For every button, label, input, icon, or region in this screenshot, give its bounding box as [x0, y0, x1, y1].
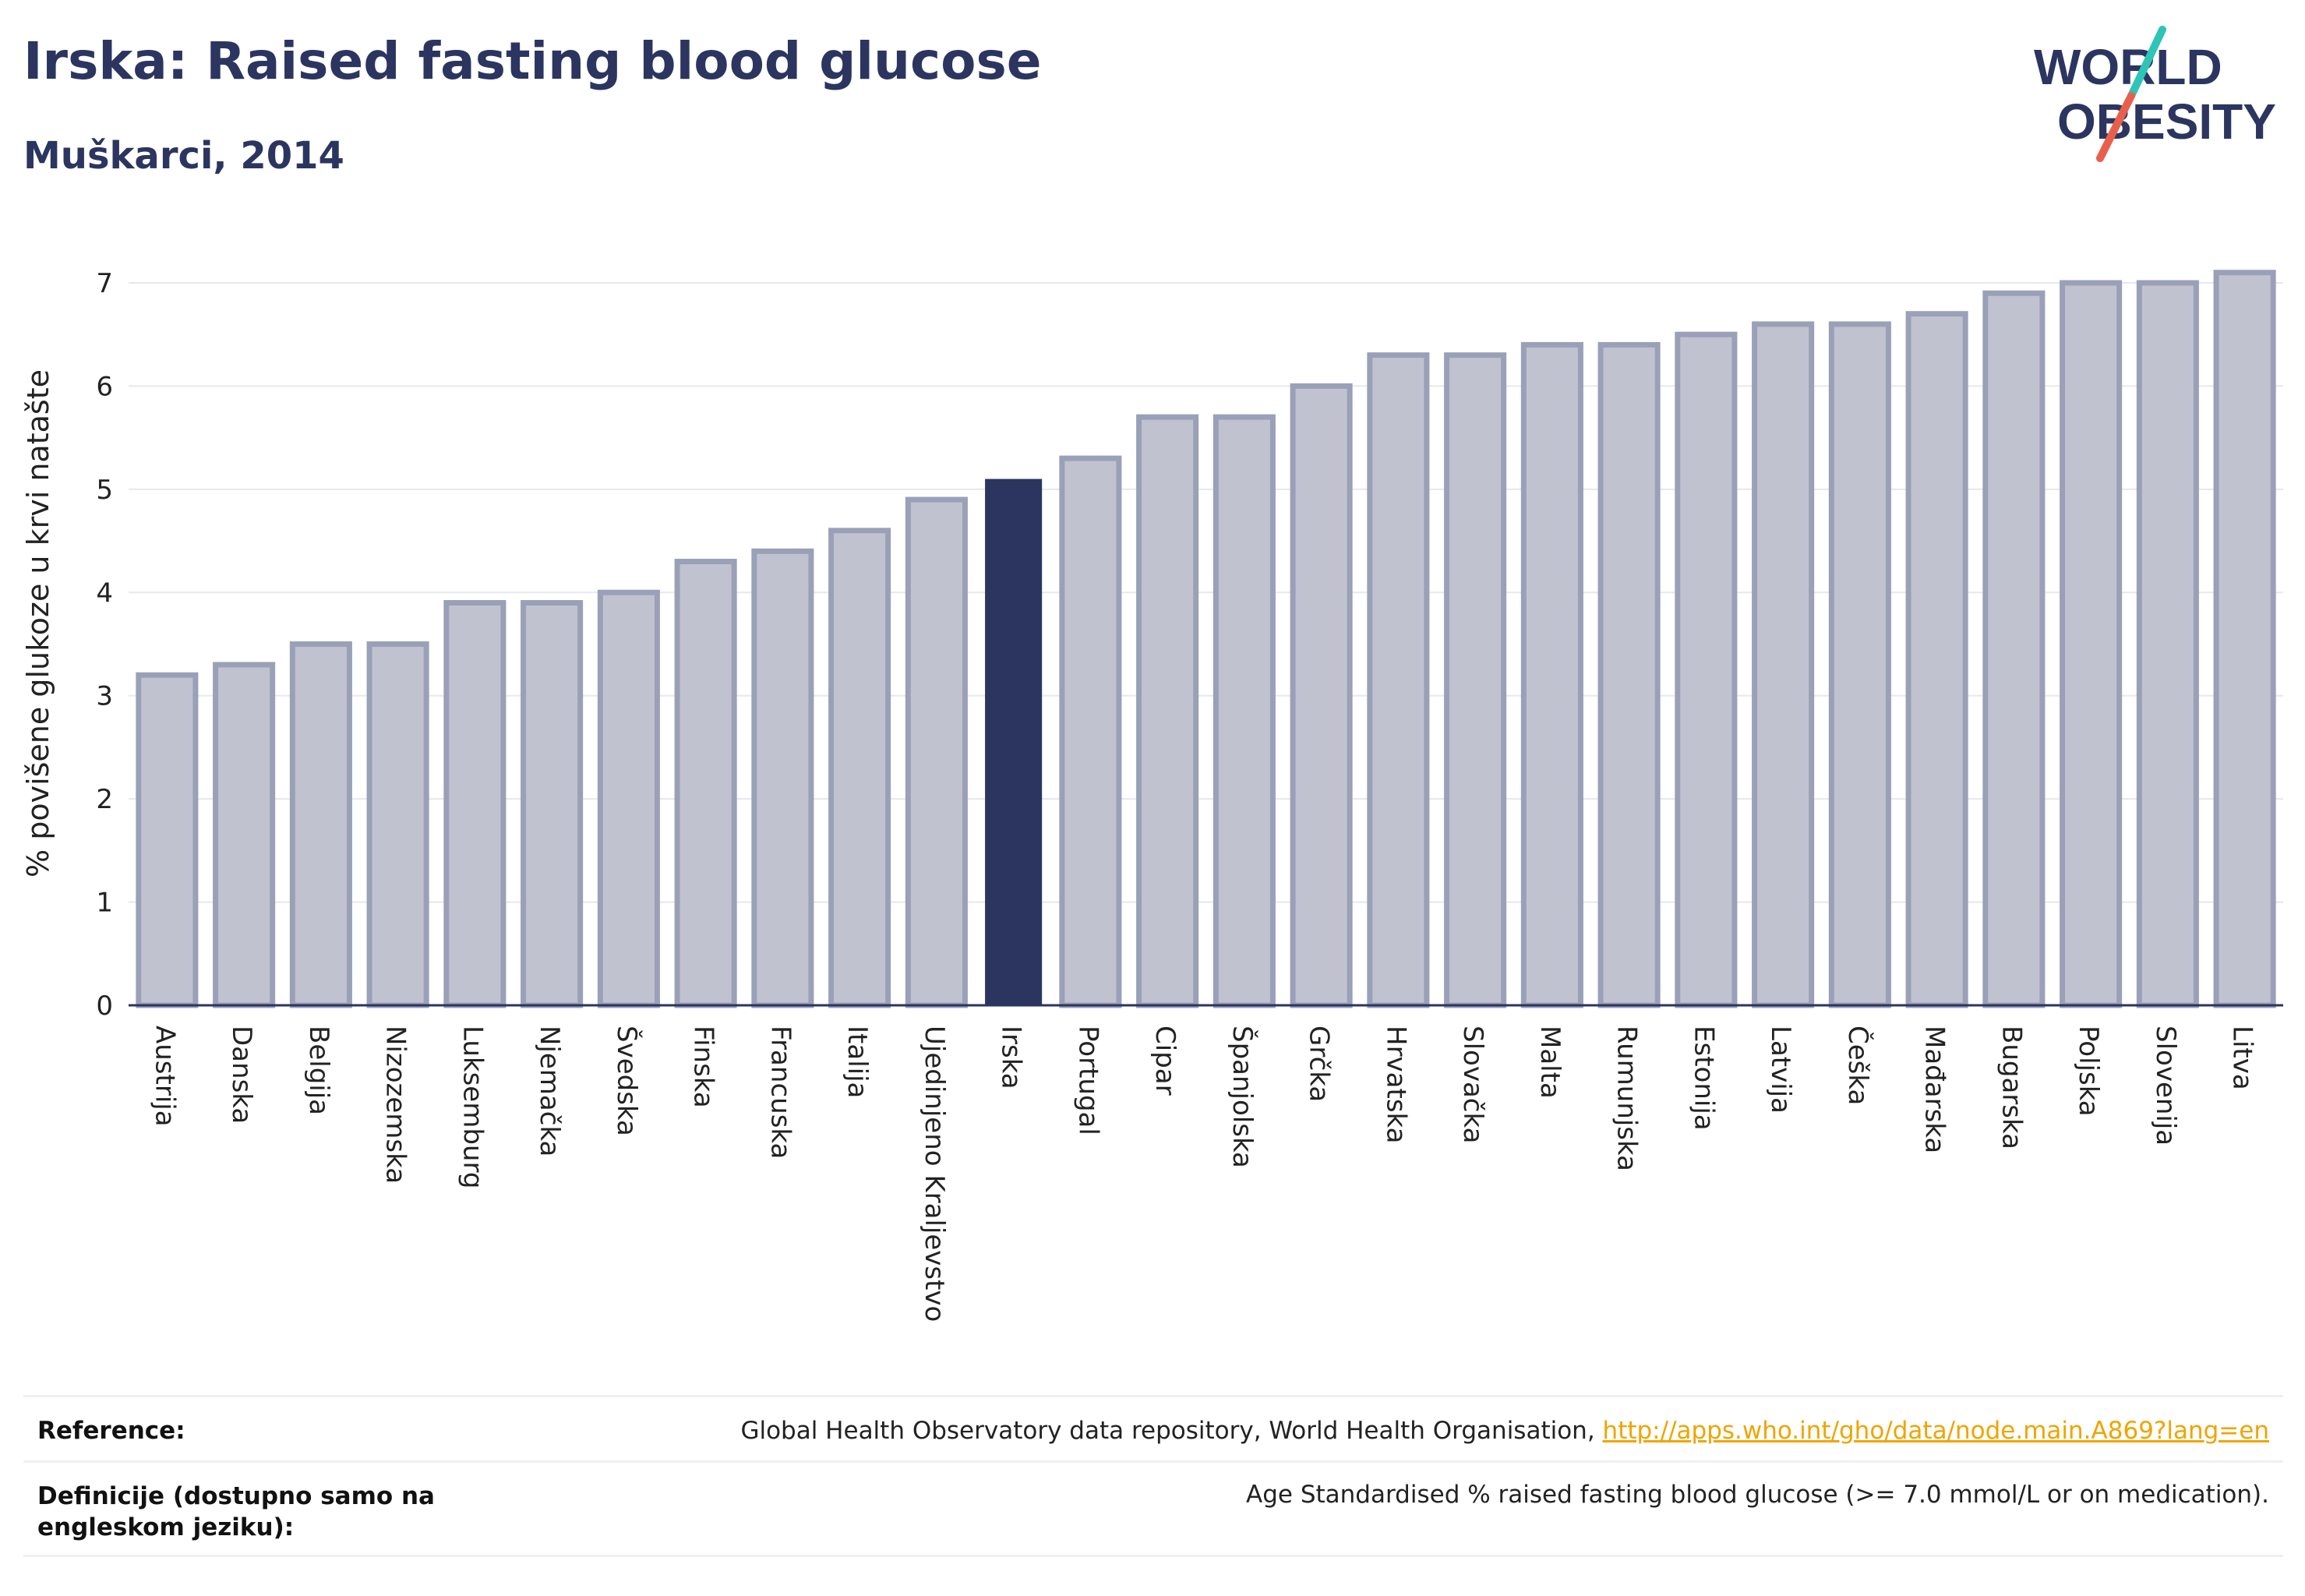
bar	[1752, 321, 1815, 1008]
x-tick-label: Grčka	[1304, 1026, 1335, 1102]
x-tick-label: Mađarska	[1919, 1026, 1950, 1153]
x-tick-label: Irska	[996, 1026, 1027, 1089]
bar	[1136, 414, 1199, 1008]
x-tick-label: Poljska	[2073, 1026, 2104, 1117]
bar	[136, 672, 199, 1008]
bar	[674, 559, 737, 1008]
footer-divider-bottom	[23, 1555, 2283, 1557]
bar	[905, 496, 968, 1008]
y-tick-label: 1	[96, 888, 113, 919]
x-tick-label: Njemačka	[534, 1026, 565, 1156]
x-tick-label: Slovenija	[2150, 1026, 2181, 1146]
x-tick-label: Latvija	[1765, 1026, 1796, 1114]
x-tick-label: Danska	[226, 1026, 257, 1124]
reference-row: Reference: Global Health Observatory dat…	[23, 1403, 2283, 1457]
bar	[1982, 290, 2046, 1008]
definition-text: Age Standardised % raised fasting blood …	[1246, 1481, 2269, 1509]
logo-slash-teal	[2127, 26, 2166, 100]
definition-label: Definicije (dostupno samo na engleskom j…	[37, 1482, 435, 1541]
y-tick-label: 5	[96, 475, 113, 506]
bar	[366, 641, 429, 1008]
y-tick-label: 7	[96, 268, 113, 299]
bar	[1520, 341, 1583, 1008]
bar-chart: 0 1 2 3 4 5 6 7 Austrija Danska Belgija Nizozemska L…	[21, 268, 2283, 1322]
x-tick-label: Češka	[1842, 1026, 1874, 1105]
x-tick-label: Finska	[688, 1026, 719, 1108]
bar	[1828, 321, 1891, 1008]
reference-source: Global Health Observatory data repositor…	[740, 1417, 1603, 1445]
bar	[289, 641, 352, 1008]
logo-slash-coral	[2096, 92, 2135, 162]
x-tick-label: Malta	[1534, 1026, 1565, 1099]
world-obesity-logo: WORLD OBESITY	[2034, 26, 2276, 162]
y-tick-label: 3	[96, 681, 113, 712]
footer-divider-middle	[23, 1460, 2283, 1463]
bar	[1059, 455, 1122, 1008]
bar	[1367, 352, 1430, 1008]
reference-text: Global Health Observatory data repositor…	[740, 1417, 2269, 1445]
bar	[213, 662, 276, 1008]
bar	[828, 528, 891, 1008]
x-tick-label: Litva	[2227, 1026, 2258, 1090]
footer-divider-top	[23, 1395, 2283, 1397]
bar	[1213, 414, 1276, 1008]
x-tick-label: Bugarska	[1996, 1026, 2027, 1149]
x-tick-label: Hrvatska	[1380, 1026, 1411, 1143]
chart-title: Irska: Raised fasting blood glucose	[23, 31, 1042, 91]
y-tick-label: 0	[96, 990, 113, 1022]
x-tick-label: Austrija	[149, 1026, 180, 1127]
bar	[2213, 270, 2276, 1008]
reference-link[interactable]: http://apps.who.int/gho/data/node.main.A…	[1602, 1417, 2269, 1445]
definition-row: Definicije (dostupno samo na engleskom j…	[23, 1465, 2283, 1551]
x-tick-label: Italija	[842, 1026, 873, 1098]
bar	[443, 600, 507, 1008]
bar	[521, 600, 584, 1008]
x-tick-label: Luksemburg	[457, 1026, 488, 1188]
bar	[2136, 280, 2199, 1008]
bar	[751, 548, 814, 1008]
x-tick-label: Slovačka	[1457, 1026, 1488, 1143]
x-tick-label: Francuska	[764, 1026, 796, 1159]
y-tick-label: 6	[96, 371, 113, 402]
x-tick-label: Švedska	[611, 1026, 643, 1136]
x-tick-label: Ujedinjeno Kraljevstvo	[919, 1026, 950, 1322]
bar	[597, 589, 660, 1008]
bar	[1290, 383, 1353, 1008]
y-axis-label: % povišene glukoze u krvi natašte	[21, 369, 55, 877]
x-tick-label: Cipar	[1149, 1026, 1181, 1096]
x-tick-label: Nizozemska	[380, 1026, 411, 1184]
logo-line2: OBESITY	[2057, 94, 2276, 150]
x-tick-label: Belgija	[303, 1026, 334, 1115]
logo-line1: WORLD	[2034, 39, 2222, 95]
bar	[2060, 280, 2123, 1008]
bar	[1905, 311, 1968, 1008]
bar	[1597, 341, 1661, 1008]
x-tick-label: Španjolska	[1227, 1026, 1258, 1168]
bar	[1675, 331, 1738, 1008]
bar	[1444, 352, 1507, 1008]
y-tick-label: 4	[96, 577, 113, 609]
x-tick-label: Estonija	[1688, 1026, 1719, 1131]
x-tick-label: Portugal	[1072, 1026, 1103, 1135]
bar	[985, 478, 1043, 1005]
reference-label: Reference:	[37, 1417, 185, 1445]
x-tick-label: Rumunjska	[1611, 1026, 1643, 1171]
chart-subtitle: Muškarci, 2014	[23, 134, 344, 178]
y-tick-label: 2	[96, 784, 113, 815]
